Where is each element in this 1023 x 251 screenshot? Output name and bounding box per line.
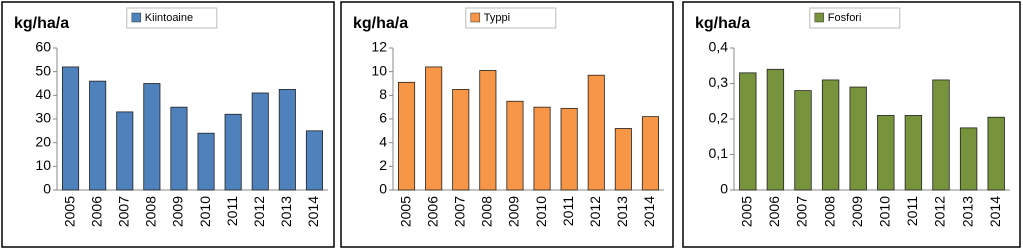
x-tick-label: 2013 [614, 196, 630, 227]
x-tick-label: 2005 [397, 196, 413, 227]
y-tick-label: 0,3 [709, 74, 729, 90]
bar [251, 92, 269, 191]
x-tick-label: 2006 [88, 196, 104, 227]
bar [560, 107, 578, 191]
x-tick-label: 2011 [560, 196, 576, 226]
legend-label: Kiintoaine [145, 12, 193, 24]
bar [452, 89, 470, 191]
bar [932, 79, 950, 191]
x-tick-label: 2005 [61, 196, 77, 227]
bar [533, 106, 551, 191]
y-tick-label: 0 [379, 181, 387, 197]
y-tick-label: 12 [371, 39, 387, 55]
bar [197, 132, 215, 191]
bar [766, 68, 785, 191]
x-tick-label: 2009 [849, 196, 865, 227]
bar [170, 106, 188, 191]
legend-swatch [470, 12, 481, 23]
legend-box [465, 7, 557, 29]
x-tick-label: 2012 [932, 196, 948, 227]
x-tick-label: 2010 [197, 196, 213, 227]
bar [143, 83, 161, 191]
bar [614, 128, 632, 191]
x-tick-label: 2009 [506, 196, 522, 227]
bar [278, 89, 296, 191]
y-axis-label: kg/ha/a [695, 15, 750, 32]
y-tick-label: 10 [35, 157, 51, 173]
bar [641, 116, 659, 191]
bar [479, 70, 497, 191]
bar [959, 127, 978, 191]
x-tick-label: 2014 [641, 196, 657, 227]
x-tick-label: 2010 [877, 196, 893, 227]
x-tick-label: 2007 [451, 196, 467, 227]
bar [89, 80, 107, 191]
x-tick-label: 2013 [959, 196, 975, 227]
y-tick-label: 50 [35, 62, 51, 78]
x-tick-label: 2005 [739, 196, 755, 227]
y-tick-label: 8 [379, 86, 387, 102]
legend-label: Fosfori [828, 12, 862, 24]
bar [425, 66, 443, 191]
x-tick-label: 2007 [794, 196, 810, 227]
bar [877, 115, 895, 191]
bar [904, 115, 923, 191]
x-tick-label: 2008 [479, 196, 495, 227]
bar [305, 130, 323, 191]
y-tick-label: 0,4 [709, 39, 729, 55]
bar [821, 79, 840, 191]
y-tick-label: 20 [35, 133, 51, 149]
y-tick-label: 0,1 [709, 145, 729, 161]
legend-box [809, 7, 901, 29]
legend-label: Typpi [484, 12, 510, 24]
bar [987, 116, 1005, 191]
bar [794, 90, 812, 191]
x-tick-label: 2012 [251, 196, 267, 227]
x-tick-label: 2006 [766, 196, 782, 227]
y-axis-label: kg/ha/a [353, 15, 408, 32]
bar [116, 111, 134, 191]
bar [849, 86, 867, 191]
bar [62, 66, 80, 191]
x-tick-label: 2006 [424, 196, 440, 227]
legend-box [126, 7, 218, 29]
x-tick-label: 2009 [170, 196, 186, 227]
legend-swatch [131, 12, 142, 23]
y-tick-label: 0 [720, 181, 728, 197]
bar [506, 100, 524, 191]
y-tick-label: 2 [379, 157, 387, 173]
x-tick-label: 2008 [821, 196, 837, 227]
y-tick-label: 4 [379, 133, 387, 149]
bar [398, 81, 416, 191]
x-tick-label: 2010 [533, 196, 549, 227]
y-tick-label: 0 [43, 181, 51, 197]
x-tick-label: 2012 [587, 196, 603, 227]
bar [224, 113, 242, 191]
y-tick-label: 6 [379, 110, 387, 126]
legend-swatch [814, 12, 825, 23]
y-tick-label: 10 [371, 62, 387, 78]
y-axis-label: kg/ha/a [14, 15, 69, 32]
y-tick-label: 30 [35, 110, 51, 126]
x-tick-label: 2007 [115, 196, 131, 227]
y-tick-label: 0,2 [709, 110, 729, 126]
x-tick-label: 2011 [904, 196, 920, 226]
x-tick-label: 2013 [278, 196, 294, 227]
bar [587, 74, 605, 191]
y-tick-label: 40 [35, 86, 51, 102]
y-tick-label: 60 [35, 39, 51, 55]
x-tick-label: 2014 [987, 196, 1003, 227]
bar [739, 72, 757, 191]
x-tick-label: 2014 [305, 196, 321, 227]
x-tick-label: 2008 [143, 196, 159, 227]
x-tick-label: 2011 [224, 196, 240, 226]
